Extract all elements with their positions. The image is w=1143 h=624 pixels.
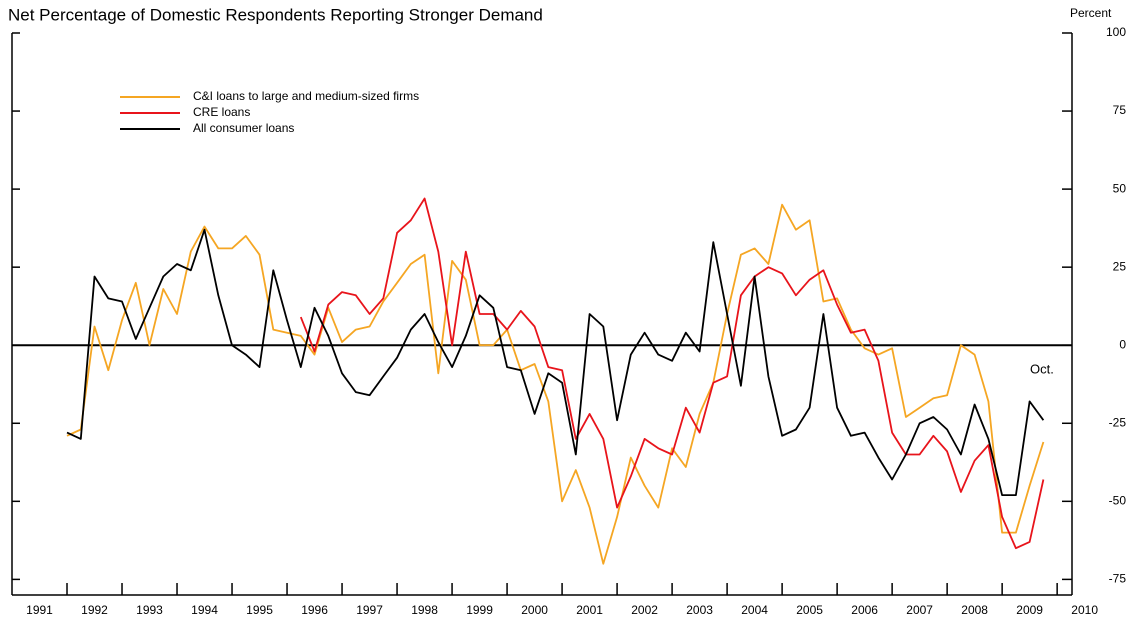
x-tick-label: 1997 <box>356 603 383 617</box>
x-tick-label: 2003 <box>686 603 713 617</box>
series-line <box>299 197 1045 550</box>
annotation: Oct. <box>1030 361 1054 376</box>
x-tick-label: 2009 <box>1016 603 1043 617</box>
x-tick-label: 2006 <box>851 603 878 617</box>
x-tick-label: 1995 <box>246 603 273 617</box>
y-axis-label: Percent <box>1070 6 1112 20</box>
y-tick-label: 25 <box>1113 259 1127 273</box>
y-tick-label: -75 <box>1109 572 1127 586</box>
series-line <box>66 228 1045 496</box>
legend-label: C&I loans to large and medium-sized firm… <box>193 89 419 103</box>
chart-title: Net Percentage of Domestic Respondents R… <box>8 5 543 24</box>
x-tick-label: 1996 <box>301 603 328 617</box>
legend-label: All consumer loans <box>193 121 294 135</box>
y-tick-label: -50 <box>1109 494 1127 508</box>
x-tick-label: 2008 <box>961 603 988 617</box>
x-tick-label: 2010 <box>1071 603 1098 617</box>
x-tick-label: 1993 <box>136 603 163 617</box>
x-tick-label: 1992 <box>81 603 108 617</box>
y-tick-label: 0 <box>1119 337 1126 351</box>
y-tick-label: 50 <box>1113 181 1127 195</box>
y-tick-label: 100 <box>1106 25 1126 39</box>
legend-label: CRE loans <box>193 105 250 119</box>
y-tick-label: 75 <box>1113 103 1127 117</box>
x-tick-label: 1998 <box>411 603 438 617</box>
x-tick-label: 2000 <box>521 603 548 617</box>
x-tick-label: 2001 <box>576 603 603 617</box>
x-tick-label: 2002 <box>631 603 658 617</box>
x-tick-label: 2007 <box>906 603 933 617</box>
series-line <box>66 203 1045 565</box>
x-tick-label: 2004 <box>741 603 768 617</box>
x-tick-label: 1994 <box>191 603 218 617</box>
x-tick-label: 2005 <box>796 603 823 617</box>
y-tick-label: -25 <box>1109 415 1127 429</box>
x-tick-label: 1991 <box>26 603 53 617</box>
x-tick-label: 1999 <box>466 603 493 617</box>
